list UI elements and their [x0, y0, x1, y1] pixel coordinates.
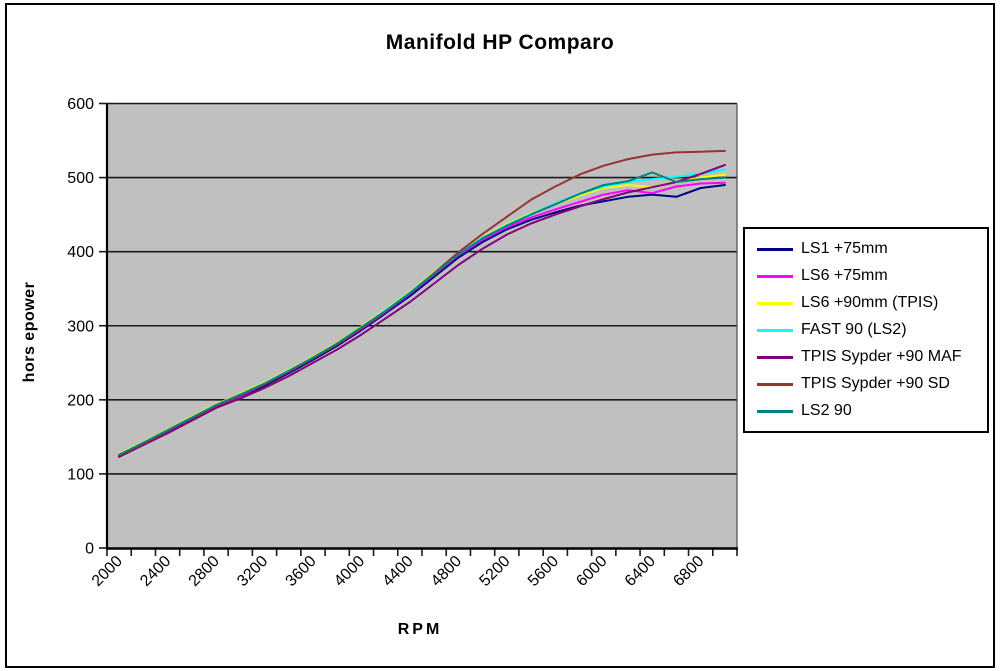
y-tick-label: 500	[67, 170, 94, 187]
x-tick-label: 4800	[428, 553, 465, 590]
legend-label: LS6 +90mm (TPIS)	[801, 294, 939, 311]
x-tick-label: 6000	[573, 553, 610, 590]
legend-item: LS6 +90mm (TPIS)	[757, 290, 987, 317]
x-tick-label: 5600	[525, 553, 562, 590]
y-tick-label: 100	[67, 466, 94, 483]
y-tick-label: 200	[67, 392, 94, 409]
y-axis-title: hors epower	[21, 281, 38, 383]
x-tick-label: 4400	[380, 553, 417, 590]
legend-label: LS2 90	[801, 402, 852, 419]
x-tick-label: 5200	[476, 553, 513, 590]
legend-item: LS2 90	[757, 398, 987, 425]
chart-title: Manifold HP Comparo	[385, 31, 615, 54]
x-tick-label: 2000	[89, 553, 126, 590]
legend-line-swatch	[757, 328, 793, 332]
legend-label: TPIS Sypder +90 SD	[801, 375, 950, 392]
legend-item: TPIS Sypder +90 SD	[757, 371, 987, 398]
legend-item: LS6 +75mm	[757, 263, 987, 290]
legend-item: LS1 +75mm	[757, 236, 987, 263]
x-axis-title: RPM	[397, 621, 443, 638]
legend-label: FAST 90 (LS2)	[801, 321, 907, 338]
legend-line-swatch	[757, 301, 793, 305]
legend-line-swatch	[757, 409, 793, 413]
x-tick-label: 3200	[234, 553, 271, 590]
legend-label: LS1 +75mm	[801, 240, 888, 257]
y-tick-label: 600	[67, 96, 94, 113]
legend-item: FAST 90 (LS2)	[757, 317, 987, 344]
x-tick-label: 2800	[186, 553, 223, 590]
legend-label: LS6 +75mm	[801, 267, 888, 284]
series-line-4	[118, 164, 726, 458]
x-tick-label: 6800	[670, 553, 707, 590]
x-tick-label: 3600	[283, 553, 320, 590]
x-tick-label: 4000	[331, 553, 368, 590]
y-tick-label: 400	[67, 244, 94, 261]
legend-line-swatch	[757, 355, 793, 359]
legend-item: TPIS Sypder +90 MAF	[757, 344, 987, 371]
y-tick-label: 0	[85, 541, 94, 558]
legend-line-swatch	[757, 382, 793, 386]
x-tick-label: 6400	[622, 553, 659, 590]
legend-label: TPIS Sypder +90 MAF	[801, 348, 962, 365]
series-line-6	[118, 171, 726, 456]
y-tick-label: 300	[67, 318, 94, 335]
legend-line-swatch	[757, 247, 793, 251]
legend: LS1 +75mm LS6 +75mm LS6 +90mm (TPIS) FAST 9…	[743, 227, 989, 433]
legend-line-swatch	[757, 274, 793, 278]
x-tick-label: 2400	[137, 553, 174, 590]
